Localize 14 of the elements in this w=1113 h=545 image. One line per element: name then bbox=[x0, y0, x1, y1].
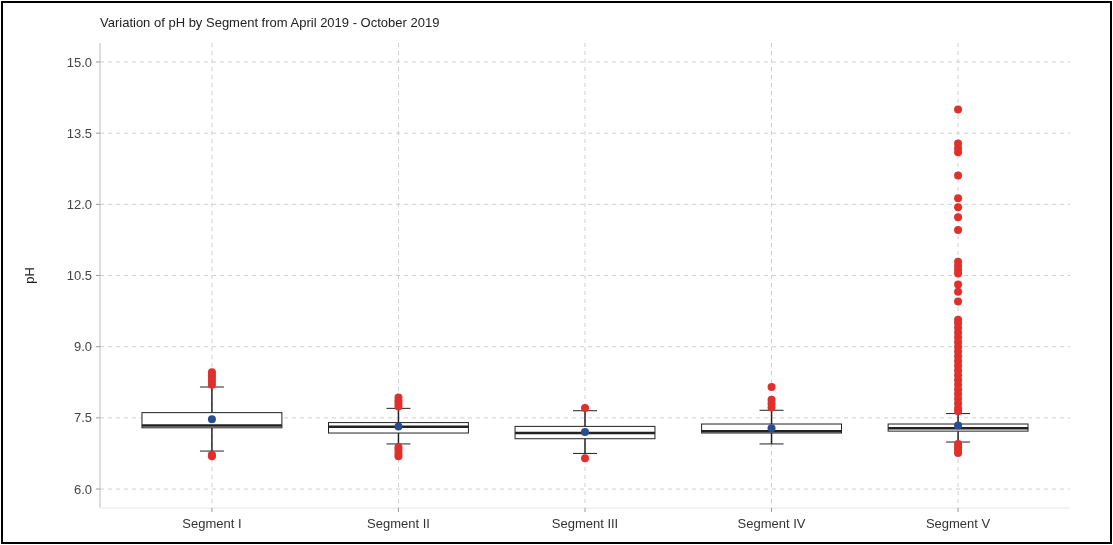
y-tick-label: 12.0 bbox=[66, 196, 92, 212]
x-tick-label: Segment III bbox=[551, 516, 619, 531]
x-tick-label: Segment IV bbox=[737, 516, 806, 531]
y-tick-label: 15.0 bbox=[66, 54, 92, 70]
x-tick-label: Segment II bbox=[367, 516, 430, 531]
y-tick-label: 10.5 bbox=[66, 268, 92, 284]
y-axis-title: pH bbox=[22, 267, 37, 284]
chart-title: Variation of pH by Segment from April 2019 - October 2019 bbox=[100, 15, 440, 30]
y-tick-label: 9.0 bbox=[73, 339, 92, 355]
y-tick-label: 13.5 bbox=[66, 125, 92, 141]
x-tick-label: Segment I bbox=[182, 516, 242, 531]
y-tick-label: 6.0 bbox=[73, 481, 92, 497]
y-tick-label: 7.5 bbox=[73, 410, 92, 426]
x-tick-label: Segment V bbox=[925, 516, 991, 531]
